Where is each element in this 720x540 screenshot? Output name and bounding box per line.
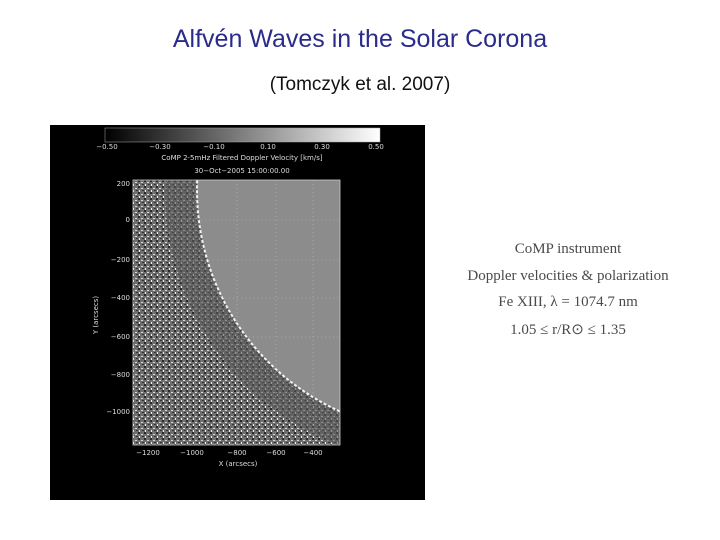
colorbar-tick-label: 0.50 [368,143,384,151]
note-line: 1.05 ≤ r/R⊙ ≤ 1.35 [510,322,626,338]
x-tick-label: −800 [227,449,246,457]
subtitle: (Tomczyk et al. 2007) [270,74,451,95]
figure: CoMP 2-5mHz Filtered Doppler Velocity [k… [50,125,425,500]
colorbar-tick-label: −0.50 [96,143,117,151]
solar-disk [196,180,340,413]
y-tick-label: −800 [111,371,130,379]
disk-grid [133,180,340,445]
colorbar-tick-label: 0.30 [314,143,330,151]
x-axis-label: X (arcsecs) [219,460,258,468]
y-tick-label: −600 [111,333,130,341]
y-axis-label: Y (arcsecs) [92,296,100,336]
x-tick-label: −1200 [136,449,160,457]
colorbar-tick-label: −0.10 [203,143,224,151]
plot-area [133,180,340,445]
figure-caption: CoMP 2-5mHz Filtered Doppler Velocity [k… [161,154,322,162]
x-tick-label: −1000 [180,449,204,457]
y-tick-label: 0 [126,216,130,224]
y-tick-label: −200 [111,256,130,264]
colorbar [104,127,381,143]
y-tick-label: 200 [117,180,130,188]
title: Alfvén Waves in the Solar Corona [173,25,547,53]
note-line: Fe XIII, λ = 1074.7 nm [498,294,638,310]
note-line: Doppler velocities & polarization [467,268,669,284]
x-tick-label: −400 [303,449,322,457]
y-tick-label: −400 [111,294,130,302]
colorbar-tick-label: −0.30 [149,143,170,151]
colorbar-tick-label: 0.10 [260,143,276,151]
y-tick-label: −1000 [106,408,130,416]
figure-date: 30−Oct−2005 15:00:00.00 [194,167,289,175]
plot-frame [132,179,341,446]
x-tick-label: −600 [266,449,285,457]
note-line: CoMP instrument [515,241,622,257]
notes: CoMP instrument Doppler velocities & pola… [467,241,669,338]
